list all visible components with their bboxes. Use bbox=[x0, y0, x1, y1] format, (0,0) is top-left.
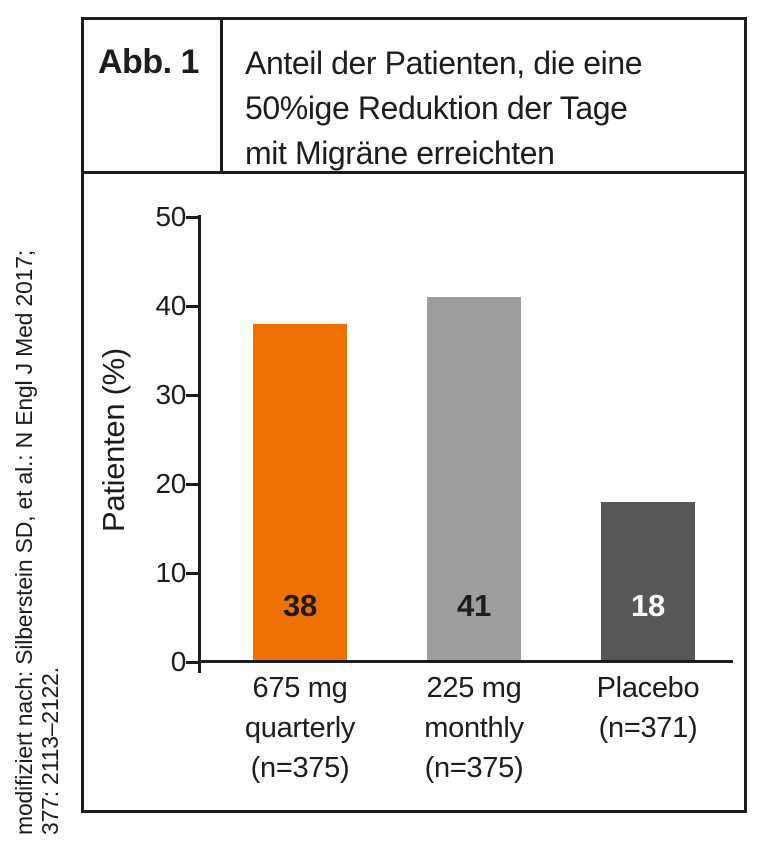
figure-header: Abb. 1 Anteil der Patienten, die eine 50… bbox=[84, 20, 744, 174]
figure-title-line-3: mit Migräne erreichten bbox=[245, 135, 555, 171]
x-axis-category-label: Placebo (n=371) bbox=[553, 668, 743, 748]
y-axis-tick bbox=[186, 572, 198, 575]
figure-label-cell: Abb. 1 bbox=[84, 20, 223, 171]
figure-frame: Abb. 1 Anteil der Patienten, die eine 50… bbox=[81, 17, 747, 813]
bar-placebo bbox=[601, 501, 695, 662]
y-axis-label: Patienten (%) bbox=[96, 348, 131, 532]
y-axis-tick bbox=[186, 305, 198, 308]
bar-value-label: 41 bbox=[457, 588, 491, 623]
figure-title-line-2: 50%ige Reduktion der Tage bbox=[245, 90, 628, 126]
bar-value-label: 38 bbox=[283, 588, 317, 623]
x-axis-category-line: 675 mg bbox=[252, 672, 348, 704]
x-axis-category-line: quarterly bbox=[244, 712, 356, 744]
figure-label: Abb. 1 bbox=[98, 43, 199, 81]
y-axis-tick-label: 10 bbox=[155, 557, 186, 588]
y-axis-tick-label: 40 bbox=[155, 290, 186, 321]
y-axis-tick bbox=[186, 216, 198, 219]
x-axis-category-label: 225 mg monthly (n=375) bbox=[379, 668, 569, 788]
figure-title-line-1: Anteil der Patienten, die eine bbox=[245, 45, 643, 81]
y-axis-tick bbox=[186, 483, 198, 486]
figure-title: Anteil der Patienten, die eine 50%ige Re… bbox=[223, 20, 744, 171]
y-axis-tick-label: 0 bbox=[170, 646, 187, 677]
x-axis-category-line: 225 mg bbox=[426, 672, 522, 704]
x-axis-category-line: (n=371) bbox=[598, 712, 698, 744]
y-axis-tick-label: 30 bbox=[155, 379, 186, 410]
bar-675mg-quarterly bbox=[253, 323, 347, 662]
y-axis-tick-label: 20 bbox=[155, 468, 186, 499]
y-axis-tick bbox=[186, 661, 198, 664]
x-axis-category-line: monthly bbox=[424, 712, 524, 744]
x-axis-category-label: 675 mg quarterly (n=375) bbox=[205, 668, 395, 788]
bar-value-label: 18 bbox=[631, 588, 665, 623]
y-axis-tick-label: 50 bbox=[155, 201, 186, 232]
x-axis-line bbox=[198, 660, 733, 663]
x-axis-category-line: Placebo bbox=[596, 672, 700, 704]
y-axis-tick bbox=[186, 394, 198, 397]
bar-225mg-monthly bbox=[427, 297, 521, 662]
x-axis-category-line: (n=375) bbox=[250, 752, 350, 784]
x-axis-category-line: (n=375) bbox=[424, 752, 524, 784]
y-axis-line bbox=[198, 215, 201, 673]
